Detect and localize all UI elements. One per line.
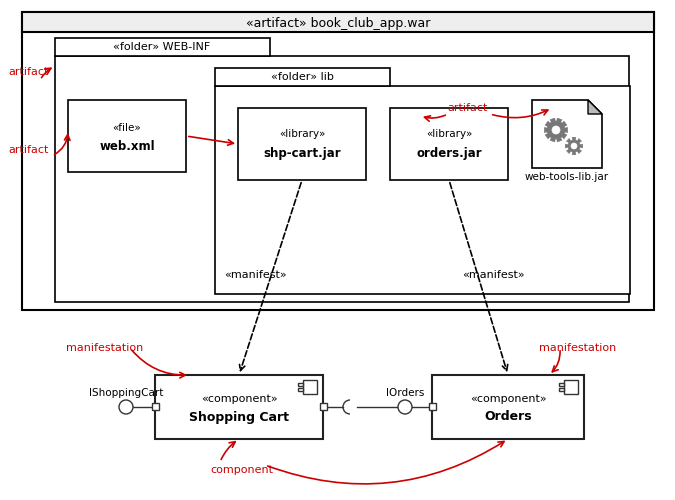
Bar [559,383,564,386]
Bar [320,403,327,410]
Text: component: component [210,465,273,475]
Circle shape [398,400,412,414]
Text: artifact: artifact [448,103,488,113]
Bar [22,12,654,310]
Polygon shape [562,121,567,126]
Polygon shape [588,100,602,114]
Polygon shape [545,121,550,126]
Text: «library»: «library» [279,129,325,139]
Text: Shopping Cart: Shopping Cart [189,410,289,424]
Polygon shape [532,100,602,168]
Polygon shape [572,152,576,155]
Bar [303,380,317,394]
Bar [238,108,366,180]
Polygon shape [580,144,583,148]
Text: manifestation: manifestation [539,343,617,353]
Bar [298,383,303,386]
Text: «folder» WEB-INF: «folder» WEB-INF [113,42,211,52]
Text: «folder» lib: «folder» lib [271,72,333,82]
Text: Orders: Orders [484,410,532,424]
Polygon shape [577,138,582,143]
Bar [298,388,303,391]
Polygon shape [565,144,568,148]
Bar [215,86,630,294]
Text: «manifest»: «manifest» [223,270,286,280]
Text: web.xml: web.xml [99,140,155,152]
Text: shp-cart.jar: shp-cart.jar [263,148,341,160]
Circle shape [571,143,577,149]
Text: artifact: artifact [8,67,49,77]
Text: «artifact» book_club_app.war: «artifact» book_club_app.war [246,16,430,30]
Polygon shape [577,149,582,154]
Bar [22,12,654,32]
Bar [55,38,270,56]
Bar [559,388,564,391]
Polygon shape [550,118,555,122]
Bar [55,56,629,302]
Polygon shape [544,128,547,132]
Text: IOrders: IOrders [386,388,424,398]
Bar [432,375,584,439]
Polygon shape [545,134,550,139]
Polygon shape [562,134,567,139]
Text: «component»: «component» [470,394,546,404]
Text: IShoppingCart: IShoppingCart [89,388,163,398]
Text: «library»: «library» [426,129,472,139]
Text: «file»: «file» [113,123,141,133]
Polygon shape [566,149,571,154]
Bar [564,380,578,394]
Circle shape [119,400,133,414]
Polygon shape [572,137,576,140]
Text: web-tools-lib.jar: web-tools-lib.jar [525,172,609,182]
Bar [155,375,323,439]
Bar [390,108,508,180]
Circle shape [547,121,565,139]
Polygon shape [550,138,555,142]
Text: artifact: artifact [8,145,49,155]
Circle shape [568,140,580,152]
Polygon shape [565,128,568,132]
Polygon shape [557,118,562,122]
Polygon shape [557,138,562,142]
Bar [215,68,390,86]
Text: «component»: «component» [200,394,277,404]
Circle shape [552,126,560,134]
Text: «manifest»: «manifest» [462,270,524,280]
Polygon shape [566,138,571,143]
Bar [68,100,186,172]
Bar [429,403,436,410]
Text: manifestation: manifestation [66,343,144,353]
Bar [152,403,159,410]
Text: orders.jar: orders.jar [416,148,482,160]
